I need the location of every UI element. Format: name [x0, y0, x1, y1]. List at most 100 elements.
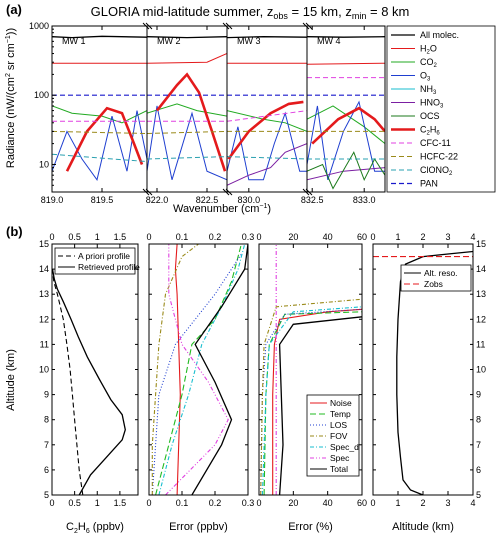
x-tick-label-top: 20 — [288, 232, 298, 242]
y-tick-label: 6 — [44, 465, 49, 475]
x-tick-label-top: 40 — [323, 232, 333, 242]
line-hcfc-22-mw2 — [147, 130, 227, 134]
window-3-series — [227, 36, 307, 186]
y-tick-label-right: 14 — [476, 264, 486, 274]
legend-label-spec-d: Spec_d — [330, 442, 359, 452]
axis-break — [302, 188, 310, 196]
legend-label-total: Total — [330, 464, 348, 474]
x-tick-label-bottom: 0 — [49, 498, 54, 508]
subplot-1-frame — [51, 243, 139, 496]
line-c2h6-mw2 — [155, 72, 227, 172]
line-co2-mw2 — [147, 103, 227, 117]
x-tick-label-bottom: 0.2 — [209, 498, 222, 508]
subplot-1-legend-frame — [54, 247, 136, 275]
x-tick-label-bottom: 4 — [470, 498, 475, 508]
legend-label-a-priori-profile: A priori profile — [78, 251, 130, 261]
subplot-3-legend-frame — [306, 394, 360, 477]
line-c2h6-mw4 — [311, 106, 385, 145]
legend-label-nh3: NH3 — [420, 84, 437, 96]
panel-a-ylabel: Radiance (nW/(cm2 sr cm−1)) — [5, 28, 17, 168]
x-tick-label-bottom: 0.1 — [176, 498, 189, 508]
y-tick-label-right: 12 — [476, 314, 486, 324]
y-tick-label: 14 — [39, 264, 49, 274]
y-tick-label: 5 — [44, 490, 49, 500]
subplot-4-xlabel: Altitude (km) — [392, 521, 454, 533]
legend-label-ocs: OCS — [420, 111, 440, 121]
y-tick-label-right: 10 — [476, 365, 486, 375]
y-tick-label-right: 11 — [476, 339, 485, 349]
window-1-label: MW 1 — [62, 36, 86, 46]
x-tick-label-top: 0.2 — [209, 232, 222, 242]
panel-b-label: (b) — [6, 224, 23, 239]
line-h2o-mw2 — [147, 53, 227, 64]
x-tick-label-top: 0.5 — [68, 232, 81, 242]
legend-label-retrieved-profile: Retrieved profile — [78, 262, 140, 272]
subplot-3-xlabel: Error (%) — [288, 521, 333, 533]
axis-break — [222, 188, 230, 196]
y-tick-label: 1000 — [29, 21, 49, 31]
subplot-2-xlabel: Error (ppbv) — [169, 521, 228, 533]
x-tick-label-bottom: 0.3 — [242, 498, 255, 508]
y-tick-label-right: 7 — [476, 440, 481, 450]
line-o3-mw3 — [227, 111, 307, 181]
legend-label-noise: Noise — [330, 398, 352, 408]
window-2-series — [147, 36, 227, 181]
y-tick-label: 11 — [40, 339, 49, 349]
legend-label-fov: FOV — [330, 431, 348, 441]
line-hno3-mw3 — [227, 143, 307, 186]
x-tick-label-bottom: 0 — [256, 498, 261, 508]
line-clono2-mw1 — [52, 153, 147, 163]
x-tick-label-top: 1.5 — [114, 232, 127, 242]
line-noise-sub2 — [174, 244, 181, 495]
x-tick-label: 819.5 — [91, 195, 114, 205]
line-c2h6-mw3 — [227, 100, 304, 160]
x-tick-label-bottom: 1.5 — [114, 498, 127, 508]
legend-label-co2: CO2 — [420, 57, 438, 69]
y-tick-label: 8 — [44, 415, 49, 425]
axis-break — [225, 188, 233, 196]
panel-a-label: (a) — [6, 2, 22, 17]
line-retrieved-profile-sub1 — [52, 268, 126, 495]
panel-a-title: GLORIA mid-latitude summer, zobs = 15 km… — [91, 4, 410, 21]
line-ocs-mw4 — [307, 151, 385, 190]
line-clono2-mw2 — [147, 156, 227, 160]
panel-a-xlabel: Wavenumber (cm−1) — [173, 203, 271, 215]
window-2-label: MW 2 — [157, 36, 181, 46]
x-tick-label-top: 0.3 — [242, 232, 255, 242]
window-1-series — [52, 35, 147, 181]
y-tick-label: 15 — [39, 239, 49, 249]
line-spec-d-sub3 — [261, 306, 362, 495]
axis-break — [225, 22, 233, 30]
line-spec-sub2 — [165, 244, 229, 495]
axis-break — [302, 22, 310, 30]
legend-label-alt-reso: Alt. reso. — [424, 268, 458, 278]
legend-label-cfc-11: CFC-11 — [420, 138, 451, 148]
window-4-label: MW 4 — [317, 36, 341, 46]
x-tick-label-bottom: 1 — [95, 498, 100, 508]
line-all-molec-mw4 — [307, 36, 385, 38]
y-tick-label: 10 — [39, 159, 49, 169]
subplot-4-series — [373, 250, 473, 495]
axis-break — [305, 22, 313, 30]
axis-break — [305, 188, 313, 196]
legend-label-hcfc-22: HCFC-22 — [420, 152, 458, 162]
x-tick-label-top: 4 — [470, 232, 475, 242]
line-o3-mw1 — [52, 110, 147, 181]
x-tick-label-top: 3 — [445, 232, 450, 242]
axis-break — [222, 22, 230, 30]
y-tick-label-right: 13 — [476, 289, 486, 299]
x-tick-label-bottom: 0.5 — [68, 498, 81, 508]
line-los-sub2 — [151, 253, 242, 495]
line-fov-sub2 — [151, 244, 199, 495]
x-tick-label-top: 1 — [395, 232, 400, 242]
x-tick-label: 833.0 — [353, 195, 376, 205]
y-tick-label: 100 — [34, 90, 49, 100]
line-co2-mw1 — [52, 105, 147, 124]
panel-b1-xlabel: C2H6 (ppbv) — [66, 521, 124, 535]
subplot-2-series — [151, 244, 248, 495]
axis-break — [142, 188, 150, 196]
panel-a-plot: MW 1 819.0 819.5 MW 2 822.0 822.5 MW 3 830.0 MW … — [29, 21, 386, 205]
window-4-series — [307, 36, 385, 190]
